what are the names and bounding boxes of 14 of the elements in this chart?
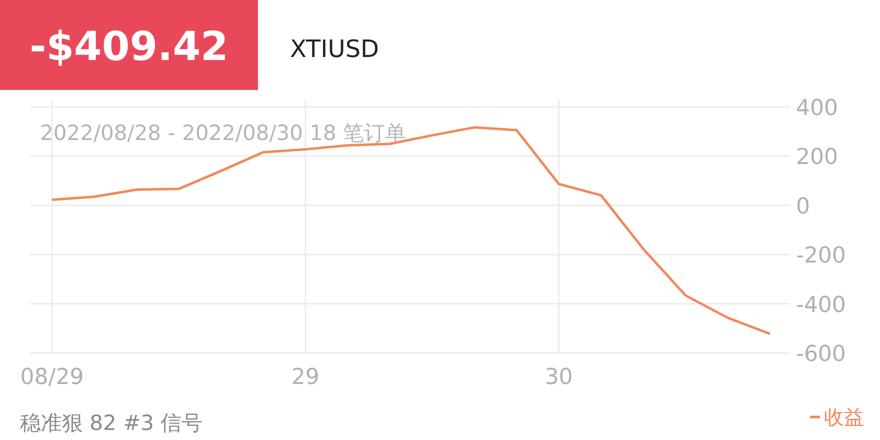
y-tick-label: 0 bbox=[796, 194, 810, 220]
y-tick-label: -400 bbox=[796, 292, 846, 318]
chart-subtitle: XTIUSD bbox=[290, 35, 380, 63]
x-tick-label: 30 bbox=[544, 365, 573, 390]
legend-label: 收益 bbox=[824, 405, 864, 429]
text: 稳准狠 82 #3 信号 bbox=[20, 411, 203, 435]
annotation: 2022/08/28 - 2022/08/30 18 笔订单 bbox=[40, 121, 406, 145]
y-tick-label: -600 bbox=[796, 342, 846, 367]
chart-title: -$409.42 bbox=[30, 24, 228, 70]
y-tick-label: 200 bbox=[796, 145, 838, 170]
x-tick-label: 08/29 bbox=[20, 365, 84, 390]
y-tick-label: -200 bbox=[796, 244, 846, 269]
y-tick-label: 400 bbox=[796, 96, 838, 121]
x-tick-label: 29 bbox=[291, 365, 320, 390]
